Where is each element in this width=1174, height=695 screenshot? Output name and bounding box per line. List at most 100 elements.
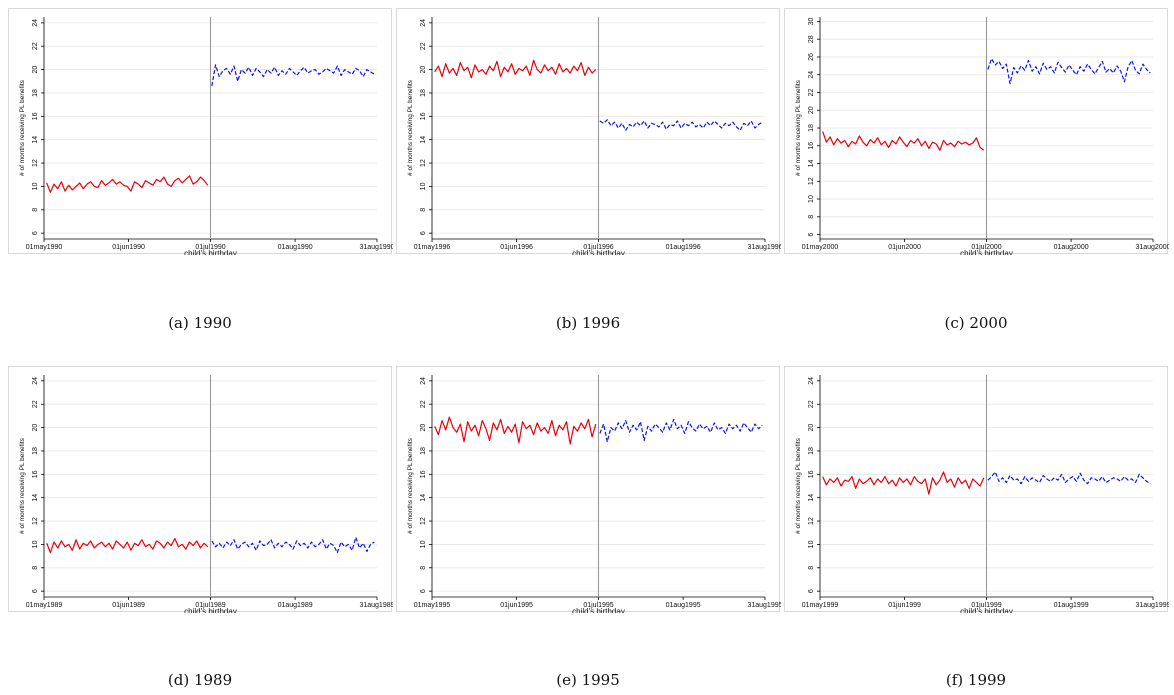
x-tick-label: 01aug1996 <box>666 244 701 251</box>
x-tick-label: 01jul1996 <box>583 244 613 251</box>
y-axis-title: # of months receiving PL benefits <box>407 437 414 534</box>
y-tick-label: 8 <box>420 566 427 570</box>
x-tick-label: 01jul2000 <box>971 244 1001 251</box>
caption-b: (b) 1996 <box>555 314 621 332</box>
x-axis-title: child's birthday <box>960 607 1013 613</box>
x-axis-title: child's birthday <box>184 249 237 255</box>
series-line-after-cutoff <box>599 119 763 131</box>
y-tick-label: 22 <box>420 400 427 408</box>
x-tick-label: 01aug1999 <box>1054 602 1089 609</box>
x-tick-label: 01may1996 <box>414 244 451 251</box>
y-axis-title: # of months receiving PL benefits <box>19 437 26 534</box>
x-tick-label: 31aug1996 <box>747 244 781 251</box>
y-tick-label: 24 <box>420 377 427 385</box>
x-tick-label: 01jun2000 <box>888 244 921 251</box>
y-tick-label: 10 <box>420 540 427 548</box>
y-tick-label: 22 <box>32 400 39 408</box>
x-tick-label: 01may1999 <box>802 602 839 609</box>
y-tick-label: 20 <box>420 66 427 74</box>
x-tick-label: 01jul1989 <box>195 602 225 609</box>
y-tick-label: 8 <box>32 566 39 570</box>
y-tick-label: 10 <box>32 540 39 548</box>
series-line-after-cutoff <box>987 471 1151 485</box>
y-tick-label: 6 <box>420 231 427 235</box>
y-tick-label: 20 <box>808 106 815 114</box>
y-tick-label: 30 <box>808 17 815 25</box>
y-tick-label: 12 <box>808 177 815 185</box>
x-axis-title: child's birthday <box>184 607 237 613</box>
y-tick-label: 18 <box>808 447 815 455</box>
y-tick-label: 18 <box>808 124 815 132</box>
chart-svg-b: 6 8 10 12 14 16 18 20 22 24 01may1996 01jun1996 01ju… <box>407 17 781 255</box>
series-line-before-cutoff <box>46 537 209 554</box>
series-line-after-cutoff <box>987 58 1151 85</box>
y-tick-label: 16 <box>420 470 427 478</box>
series-line-after-cutoff <box>211 536 375 554</box>
y-tick-label: 16 <box>32 112 39 120</box>
caption-e: (e) 1995 <box>556 671 620 689</box>
y-tick-label: 16 <box>808 142 815 150</box>
x-tick-label: 01jun1999 <box>888 602 921 609</box>
y-tick-label: 6 <box>32 589 39 593</box>
x-axis-title: child's birthday <box>960 249 1013 255</box>
chart-panel-b: 6 8 10 12 14 16 18 20 22 24 01may1996 01jun1996 01ju… <box>396 8 781 255</box>
x-tick-label: 31aug1989 <box>359 602 393 609</box>
series-line-after-cutoff <box>599 418 763 443</box>
x-tick-label: 01jun1995 <box>500 602 533 609</box>
chart-panel-f: 6 8 10 12 14 16 18 20 22 24 01may1999 01jun1999 01ju… <box>784 366 1169 613</box>
x-tick-label: 01jul1999 <box>971 602 1001 609</box>
x-tick-label: 01jul1990 <box>195 244 225 251</box>
x-tick-label: 01aug1989 <box>278 602 313 609</box>
y-tick-label: 24 <box>420 19 427 27</box>
y-tick-label: 14 <box>32 494 39 502</box>
y-tick-label: 20 <box>420 424 427 432</box>
x-tick-label: 01jul1995 <box>583 602 613 609</box>
y-tick-label: 22 <box>808 88 815 96</box>
x-tick-label: 01may2000 <box>802 244 839 251</box>
y-tick-label: 28 <box>808 35 815 43</box>
chart-svg-e: 6 8 10 12 14 16 18 20 22 24 01may1995 01jun1995 01ju… <box>407 375 781 613</box>
x-tick-label: 01may1989 <box>26 602 63 609</box>
y-tick-label: 22 <box>32 42 39 50</box>
y-tick-label: 8 <box>32 208 39 212</box>
x-tick-label: 01may1995 <box>414 602 451 609</box>
y-tick-label: 18 <box>420 447 427 455</box>
chart-svg-f: 6 8 10 12 14 16 18 20 22 24 01may1999 01jun1999 01ju… <box>795 375 1169 613</box>
x-tick-label: 01aug1995 <box>666 602 701 609</box>
y-axis-title: # of months receiving PL benefits <box>795 79 802 176</box>
y-tick-label: 16 <box>420 112 427 120</box>
x-tick-label: 01aug2000 <box>1054 244 1089 251</box>
y-tick-label: 12 <box>32 159 39 167</box>
y-tick-label: 8 <box>808 215 815 219</box>
x-tick-label: 31aug1990 <box>359 244 393 251</box>
y-tick-label: 8 <box>420 208 427 212</box>
y-axis-title: # of months receiving PL benefits <box>407 79 414 176</box>
y-tick-label: 14 <box>420 136 427 144</box>
y-tick-label: 16 <box>808 470 815 478</box>
chart-svg-a: 6 8 10 12 14 16 18 20 22 24 01may1990 01jun1990 01ju… <box>19 17 393 255</box>
y-tick-label: 14 <box>32 136 39 144</box>
y-tick-label: 10 <box>32 182 39 190</box>
y-tick-label: 6 <box>420 589 427 593</box>
series-line-after-cutoff <box>211 64 375 87</box>
y-tick-label: 6 <box>808 233 815 237</box>
series-line-before-cutoff <box>46 175 209 193</box>
x-tick-label: 01jun1989 <box>112 602 145 609</box>
series-line-before-cutoff <box>434 59 597 79</box>
y-axis-title: # of months receiving PL benefits <box>795 437 802 534</box>
chart-panel-e: 6 8 10 12 14 16 18 20 22 24 01may1995 01jun1995 01ju… <box>396 366 781 613</box>
y-tick-label: 26 <box>808 53 815 61</box>
y-tick-label: 12 <box>420 517 427 525</box>
y-tick-label: 20 <box>32 424 39 432</box>
y-tick-label: 24 <box>32 377 39 385</box>
y-tick-label: 12 <box>808 517 815 525</box>
caption-f: (f) 1999 <box>945 671 1007 689</box>
y-tick-label: 24 <box>32 19 39 27</box>
x-tick-label: 31aug1995 <box>747 602 781 609</box>
series-line-before-cutoff <box>822 471 985 495</box>
x-tick-label: 31aug1999 <box>1135 602 1169 609</box>
y-tick-label: 14 <box>808 494 815 502</box>
x-tick-label: 01jun1990 <box>112 244 145 251</box>
caption-a: (a) 1990 <box>168 314 232 332</box>
y-tick-label: 20 <box>808 424 815 432</box>
